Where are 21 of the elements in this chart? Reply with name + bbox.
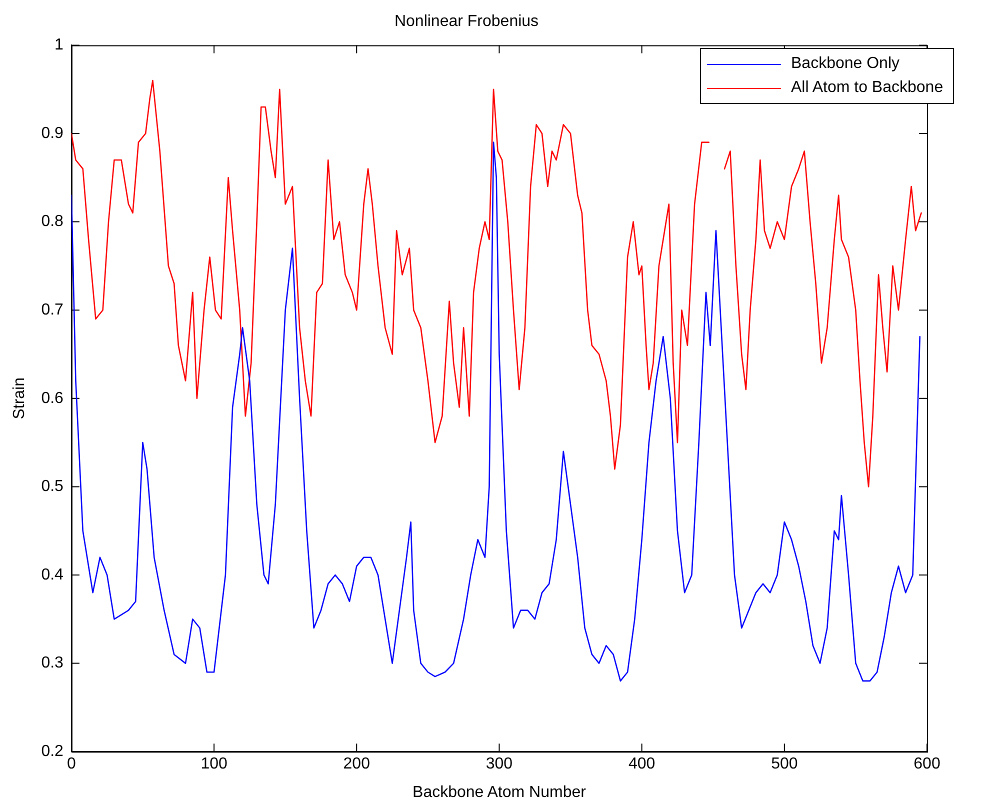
x-tick-label: 0: [66, 756, 76, 773]
y-tick-label: 0.6: [41, 390, 64, 407]
y-axis-title: Strain: [11, 378, 28, 420]
y-tick-label: 0.3: [41, 654, 64, 672]
x-tick-label: 100: [200, 756, 228, 773]
y-tick-label: 0.4: [41, 566, 64, 584]
y-tick-label: 0.8: [41, 213, 64, 230]
x-tick-label: 500: [771, 756, 798, 773]
y-tick-label: 0.2: [41, 743, 64, 760]
legend-label: All Atom to Backbone: [791, 79, 944, 98]
x-tick-label: 200: [343, 756, 370, 773]
legend-label: Backbone Only: [791, 55, 900, 74]
x-tick-label: 400: [628, 756, 656, 773]
y-tick-label: 1: [54, 36, 64, 54]
chart-title: Nonlinear Frobenius: [394, 13, 539, 30]
y-tick-label: 0.5: [41, 478, 64, 496]
x-axis-title: Backbone Atom Number: [412, 784, 587, 801]
x-tick-label: 600: [914, 756, 940, 773]
y-tick-label: 0.9: [41, 124, 64, 142]
x-tick-label: 300: [486, 756, 513, 773]
y-tick-label: 0.7: [41, 302, 64, 319]
